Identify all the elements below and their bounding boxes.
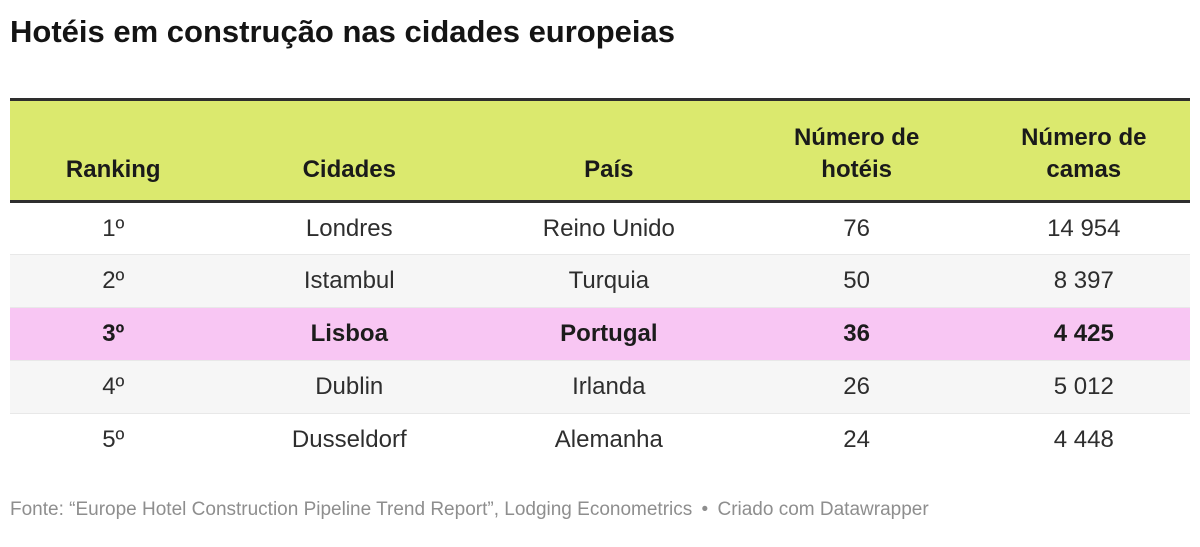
table-row-dublin: 4º Dublin Irlanda 26 5 012 [10, 360, 1190, 414]
cell-hoteis: 50 [735, 254, 978, 308]
cell-camas: 8 397 [977, 254, 1190, 308]
column-header-pais: País [482, 98, 736, 203]
column-header-ranking: Ranking [10, 98, 217, 203]
cell-ranking: 5º [10, 413, 217, 467]
cell-camas: 5 012 [977, 360, 1190, 414]
column-header-cidades: Cidades [216, 98, 482, 203]
page-title: Hotéis em construção nas cidades europei… [10, 14, 676, 49]
cell-cidade: Istambul [216, 254, 482, 308]
footer-separator: • [701, 498, 709, 520]
table-body: 1º Londres Reino Unido 76 14 954 2º Ista… [10, 202, 1190, 467]
table-row-istambul: 2º Istambul Turquia 50 8 397 [10, 254, 1190, 308]
column-header-numero-hoteis: Número de hotéis [735, 98, 978, 203]
cell-cidade: Dublin [216, 360, 482, 414]
cell-pais: Reino Unido [542, 214, 675, 242]
cell-cidade: Dusseldorf [216, 413, 482, 467]
column-header-numero-camas: Número de camas [977, 98, 1190, 203]
table-row-dusseldorf: 5º Dusseldorf Alemanha 24 4 448 [10, 413, 1190, 467]
table-row-lisboa-highlighted: 3º Lisboa Portugal 36 4 425 [10, 307, 1190, 361]
footer-note: Fonte: “Europe Hotel Construction Pipeli… [10, 498, 1190, 522]
cell-camas: 14 954 [1047, 214, 1121, 242]
cell-camas: 4 448 [977, 413, 1190, 467]
datawrapper-credit-link[interactable]: Criado com Datawrapper [717, 498, 929, 520]
cell-hoteis: 24 [735, 413, 978, 467]
hotels-table: Ranking Cidades País Número de hotéis Nú… [10, 98, 1190, 467]
cell-camas: 4 425 [977, 307, 1190, 361]
cell-cidade: Londres [305, 214, 393, 242]
cell-pais: Portugal [482, 307, 736, 361]
table-header: Ranking Cidades País Número de hotéis Nú… [10, 98, 1190, 203]
cell-pais: Alemanha [482, 413, 736, 467]
cell-pais: Irlanda [482, 360, 736, 414]
cell-ranking: 1º [102, 214, 125, 242]
source-text: Fonte: “Europe Hotel Construction Pipeli… [10, 498, 693, 520]
header-row: Ranking Cidades País Número de hotéis Nú… [10, 98, 1190, 203]
cell-ranking: 3º [10, 307, 217, 361]
cell-hoteis: 36 [735, 307, 978, 361]
cell-pais: Turquia [482, 254, 736, 308]
cell-hoteis: 76 [843, 214, 870, 242]
cell-ranking: 4º [10, 360, 217, 414]
cell-hoteis: 26 [735, 360, 978, 414]
cell-ranking: 2º [10, 254, 217, 308]
cell-cidade: Lisboa [216, 307, 482, 361]
table-row-londres: 1º Londres Reino Unido 76 14 954 [10, 202, 1190, 255]
